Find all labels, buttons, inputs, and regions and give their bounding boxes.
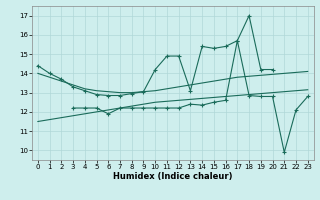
X-axis label: Humidex (Indice chaleur): Humidex (Indice chaleur) (113, 172, 233, 181)
